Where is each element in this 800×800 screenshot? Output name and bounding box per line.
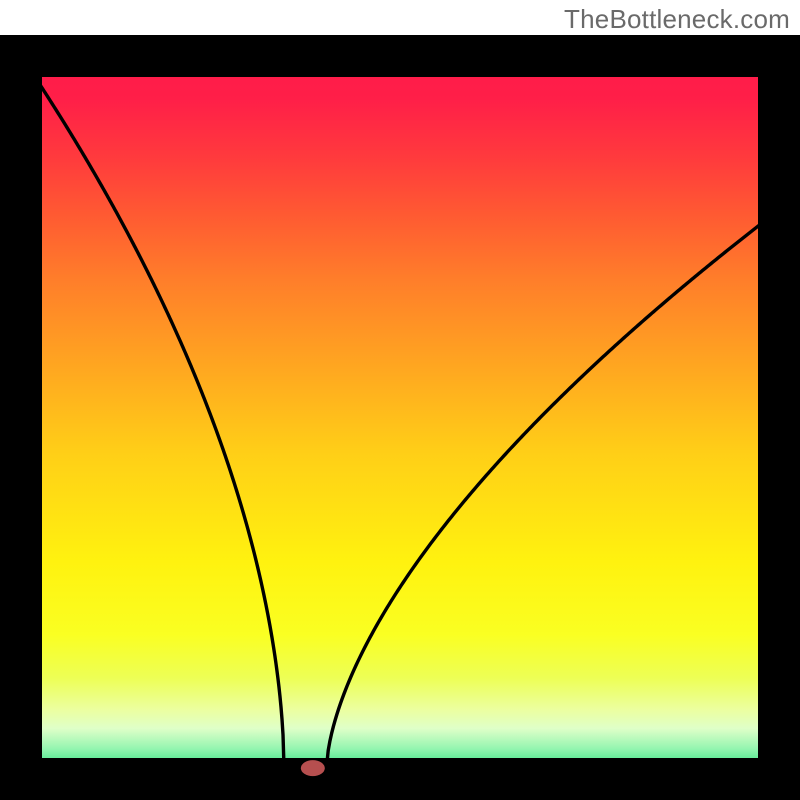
watermark-text: TheBottleneck.com (564, 4, 790, 35)
optimal-point-marker (301, 760, 325, 776)
bottleneck-chart (0, 0, 800, 800)
chart-background (21, 56, 779, 779)
chart-container: TheBottleneck.com (0, 0, 800, 800)
